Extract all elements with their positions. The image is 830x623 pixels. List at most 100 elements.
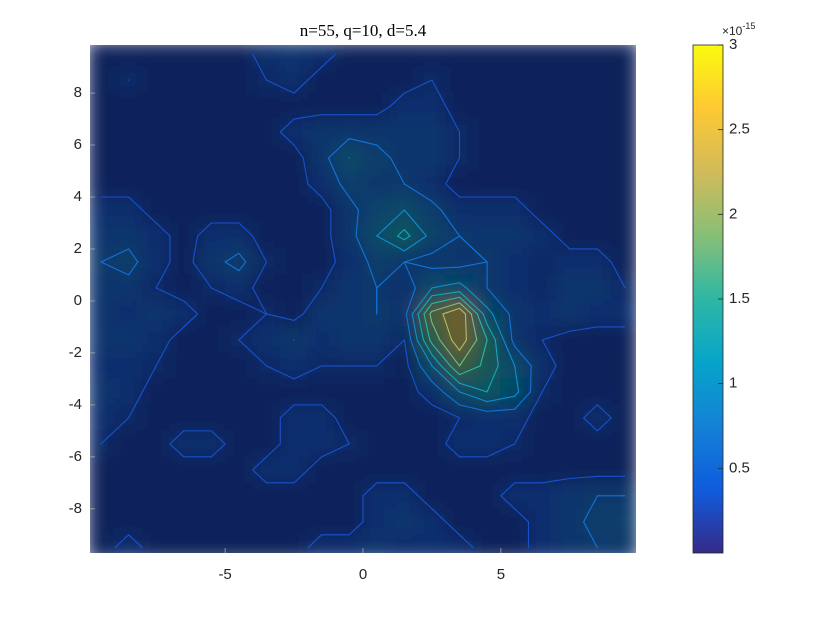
contour-line bbox=[293, 114, 323, 120]
contour-line bbox=[514, 365, 520, 393]
heat-cell bbox=[279, 196, 309, 224]
contour-line bbox=[252, 469, 268, 484]
contour-line bbox=[293, 313, 304, 321]
contour-line bbox=[265, 79, 295, 94]
heat-cell bbox=[500, 456, 529, 484]
heat-cell bbox=[417, 248, 447, 276]
heat-cell bbox=[197, 222, 226, 250]
heat-cell bbox=[500, 45, 529, 68]
heat-cell bbox=[417, 378, 447, 406]
contour-line bbox=[458, 339, 478, 367]
heat-cell bbox=[472, 196, 502, 224]
heat-cell bbox=[527, 352, 557, 380]
heat-cell bbox=[555, 274, 585, 302]
contour-line bbox=[252, 261, 268, 289]
contour-line bbox=[449, 365, 461, 376]
contour-line bbox=[403, 261, 416, 289]
heat-cell bbox=[555, 352, 585, 380]
heat-cell bbox=[224, 144, 254, 172]
heat-cell bbox=[334, 45, 364, 68]
heat-cell bbox=[527, 508, 557, 536]
contour-line bbox=[411, 287, 433, 315]
heat-cell bbox=[224, 222, 254, 250]
contour-line bbox=[555, 235, 571, 250]
contour-line bbox=[431, 282, 461, 289]
contour-line bbox=[403, 261, 433, 270]
heat-cell bbox=[307, 170, 336, 198]
heat-cell bbox=[90, 45, 116, 68]
contour-line bbox=[431, 79, 447, 107]
heat-cell bbox=[141, 45, 171, 68]
contour-line bbox=[419, 365, 433, 383]
heat-cell bbox=[555, 378, 585, 406]
contour-line bbox=[569, 475, 598, 480]
heat-cell bbox=[583, 534, 612, 553]
heat-cell bbox=[583, 118, 612, 146]
contour-line bbox=[238, 252, 247, 263]
heat-cell bbox=[527, 144, 557, 172]
heat-cell bbox=[610, 352, 636, 380]
heat-cell bbox=[307, 45, 336, 68]
contour-line bbox=[100, 248, 130, 263]
heat-cell bbox=[334, 196, 364, 224]
heat-cell bbox=[610, 404, 636, 432]
heat-cell bbox=[362, 66, 392, 94]
contour-line bbox=[192, 261, 212, 289]
contour-line bbox=[128, 391, 143, 419]
heat-cell bbox=[610, 45, 636, 68]
heat-cell bbox=[90, 170, 116, 198]
heat-cell bbox=[555, 326, 585, 354]
contour-line bbox=[486, 395, 516, 403]
contour-line bbox=[252, 235, 268, 263]
contour-line bbox=[541, 330, 571, 341]
heat-cell bbox=[114, 144, 143, 172]
contour-line bbox=[403, 209, 427, 237]
heat-cell bbox=[472, 118, 502, 146]
heat-cell bbox=[527, 482, 557, 510]
contour-line bbox=[458, 365, 481, 376]
contour-line bbox=[376, 339, 405, 367]
heat-cell bbox=[445, 534, 474, 553]
contour-line bbox=[293, 79, 309, 94]
heat-cell bbox=[610, 326, 636, 354]
contour-line bbox=[100, 261, 130, 276]
heat-cell bbox=[224, 482, 254, 510]
contour-line bbox=[458, 282, 467, 289]
heat-cell bbox=[390, 456, 419, 484]
contour-line bbox=[141, 209, 157, 224]
heat-cell bbox=[279, 170, 309, 198]
heat-cell bbox=[390, 274, 419, 302]
heat-cell bbox=[141, 170, 171, 198]
heat-cell bbox=[90, 378, 116, 406]
heat-cell bbox=[169, 66, 199, 94]
heat-cell bbox=[141, 378, 171, 406]
contour-line bbox=[252, 287, 268, 315]
heat-cell bbox=[224, 196, 254, 224]
heat-cell bbox=[224, 66, 254, 94]
heat-cell bbox=[197, 118, 226, 146]
contour-line bbox=[511, 339, 516, 347]
heat-cell bbox=[472, 92, 502, 120]
contour-line bbox=[541, 339, 557, 367]
heat-cell bbox=[417, 534, 447, 553]
heat-cell bbox=[445, 45, 474, 68]
heat-cell bbox=[114, 222, 143, 250]
contour-line bbox=[431, 291, 461, 297]
heat-cell bbox=[527, 170, 557, 198]
contour-line bbox=[583, 404, 598, 419]
contour-line bbox=[327, 137, 350, 159]
heat-cell bbox=[114, 378, 143, 406]
heat-cell bbox=[445, 326, 474, 354]
contour-line bbox=[500, 482, 516, 497]
contour-line bbox=[376, 235, 405, 252]
heat-cell bbox=[334, 170, 364, 198]
heat-cell bbox=[417, 196, 447, 224]
heat-cell bbox=[90, 66, 116, 94]
heat-cell bbox=[114, 352, 143, 380]
heat-cell bbox=[114, 430, 143, 458]
heat-cell bbox=[527, 92, 557, 120]
heat-cell bbox=[224, 248, 254, 276]
contour-line bbox=[514, 417, 530, 445]
heat-cell bbox=[279, 274, 309, 302]
